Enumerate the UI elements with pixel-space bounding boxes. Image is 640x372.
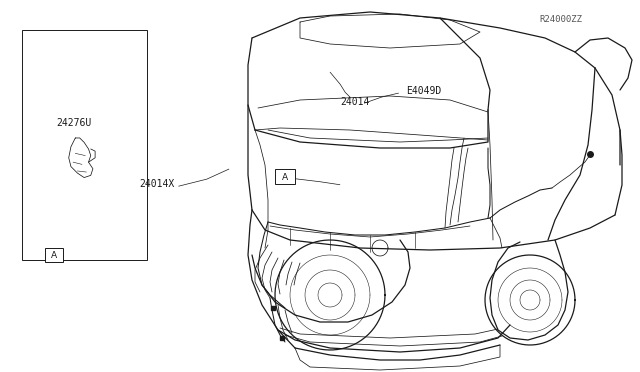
Text: 24014X: 24014X [139, 179, 175, 189]
Text: A: A [282, 173, 288, 182]
Text: A: A [51, 251, 58, 260]
Text: E4049D: E4049D [406, 86, 442, 96]
Bar [275, 169, 295, 184]
Bar [45, 248, 63, 262]
Text: 24276U: 24276U [56, 118, 92, 128]
Bar [22, 30, 147, 260]
Text: R24000ZZ: R24000ZZ [540, 15, 582, 24]
Text: 24014: 24014 [340, 97, 370, 107]
